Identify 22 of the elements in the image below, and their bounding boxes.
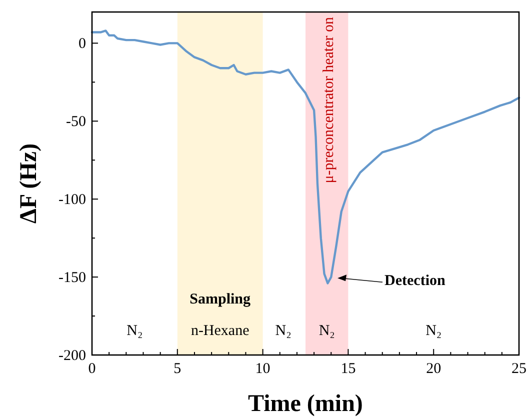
y-tick-label: -50 <box>66 114 86 130</box>
y-tick-label: 0 <box>78 36 86 52</box>
line-series <box>90 30 520 284</box>
x-tick-label: 20 <box>426 361 442 377</box>
x-tick-label: 15 <box>340 361 356 377</box>
annotation: N₂ <box>318 322 335 339</box>
annotation: N₂ <box>426 322 442 339</box>
y-tick-label: -100 <box>58 192 86 208</box>
x-tick-label: 10 <box>255 361 270 377</box>
annotation: Detection <box>384 273 446 290</box>
x-axis-title: Time (min) <box>248 391 363 417</box>
x-tick-label: 5 <box>174 361 182 377</box>
annotation: N₂ <box>275 322 292 339</box>
y-tick-label: -150 <box>58 270 86 286</box>
annotation: N₂ <box>126 322 143 339</box>
band-label: μ-preconcentrator heater on <box>320 16 337 184</box>
y-axis-title: ΔF (Hz) <box>16 143 42 224</box>
x-tick-label: 0 <box>88 361 96 377</box>
y-tick-label: -200 <box>58 348 86 364</box>
annotation: Sampling <box>190 292 252 308</box>
annotation: n-Hexane <box>190 322 250 339</box>
x-tick-label: 25 <box>512 361 526 377</box>
